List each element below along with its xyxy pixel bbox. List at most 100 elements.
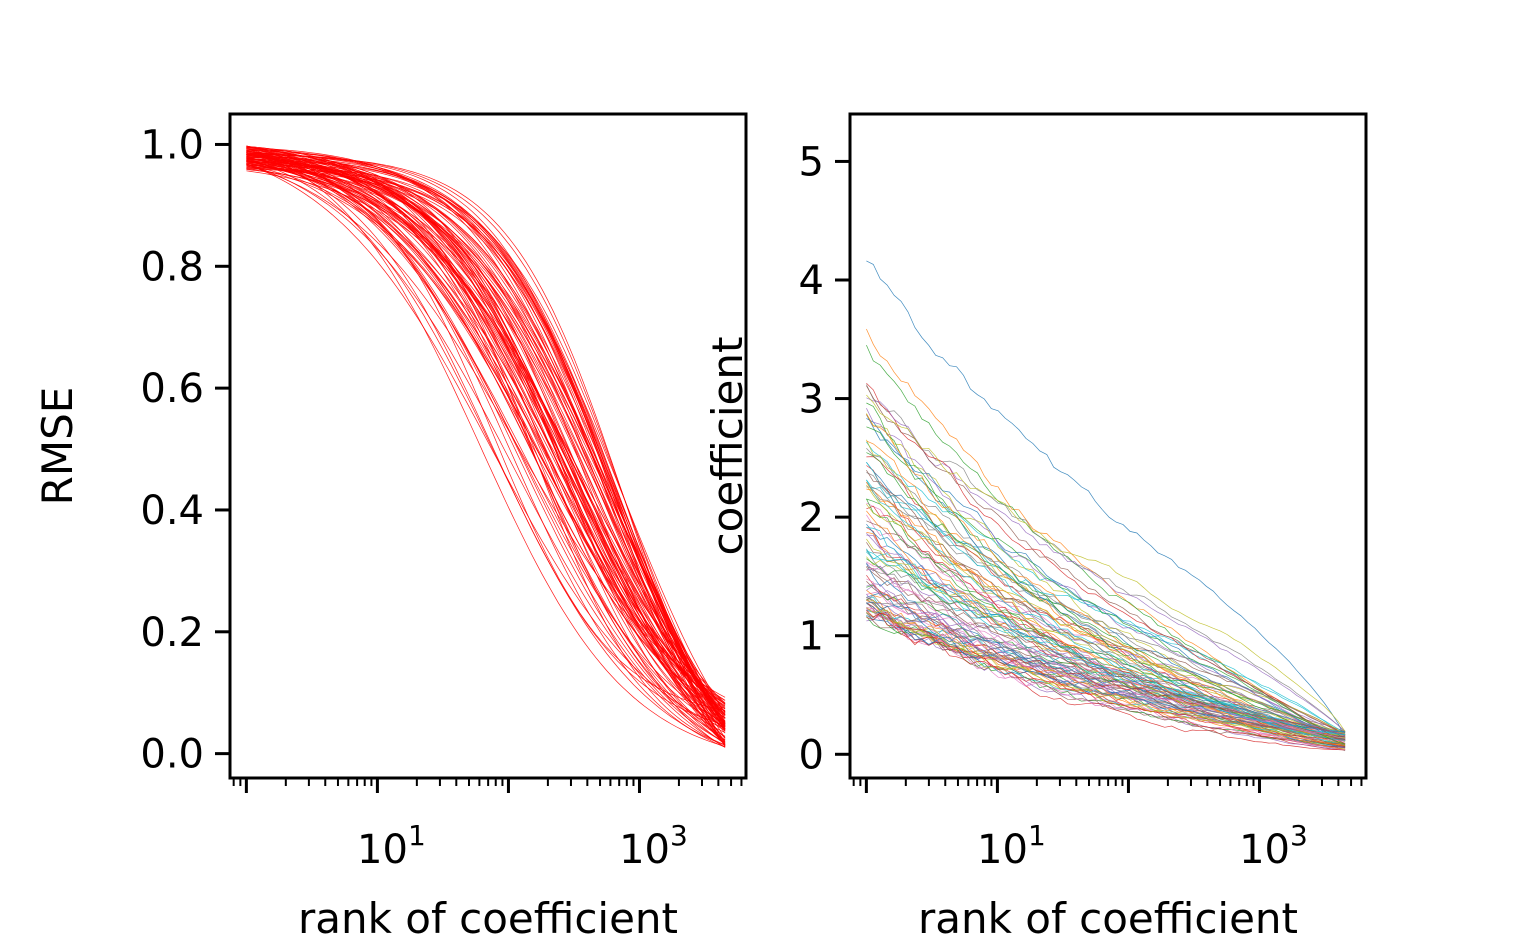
coefficient-x-axis: 101 103: [852, 778, 1363, 873]
coefficient-series-line: [866, 505, 1346, 747]
rmse-series-line: [246, 152, 726, 743]
coefficient-series-line: [866, 402, 1346, 739]
y-tick-label: 0.8: [140, 244, 204, 290]
rmse-series-line: [246, 154, 726, 747]
rmse-series-line: [246, 160, 726, 730]
coefficient-y-axis: 0 1 2 3 4 5: [799, 139, 850, 778]
rmse-y-axis: 0.0 0.2 0.4 0.6 0.8 1.0: [140, 122, 230, 778]
coefficient-series-line: [866, 408, 1346, 741]
coefficient-series-line: [866, 568, 1346, 739]
coefficient-series-group: [866, 260, 1346, 752]
coefficient-series-line: [866, 328, 1346, 745]
rmse-series-line: [246, 165, 726, 713]
coefficient-series-line: [866, 609, 1346, 742]
x-tick-label: 101: [977, 819, 1046, 873]
rmse-series-line: [246, 151, 726, 726]
y-tick-label: 0.6: [140, 366, 204, 412]
x-tick-label: 103: [1239, 819, 1308, 873]
coefficient-series-line: [866, 609, 1346, 740]
rmse-series-line: [246, 148, 726, 747]
coefficient-series-line: [866, 447, 1346, 747]
y-tick-label: 4: [799, 258, 824, 304]
rmse-x-axis: 101 103: [232, 778, 743, 873]
rmse-series-line: [246, 156, 726, 726]
y-tick-label: 0.4: [140, 488, 204, 534]
rmse-series-line: [246, 153, 726, 730]
coefficient-x-axis-label: rank of coefficient: [918, 894, 1298, 939]
coefficient-series-line: [866, 578, 1346, 751]
coefficient-series-line: [866, 608, 1346, 742]
coefficient-series-line: [866, 452, 1346, 745]
coefficient-series-line: [866, 414, 1346, 745]
rmse-series-line: [246, 164, 726, 722]
rmse-series-line: [246, 164, 726, 722]
rmse-series-line: [246, 158, 726, 746]
rmse-series-line: [246, 156, 726, 704]
y-tick-label: 3: [799, 377, 824, 423]
coefficient-series-line: [866, 584, 1346, 740]
coefficient-series-line: [866, 558, 1346, 739]
rmse-chart: 0.0 0.2 0.4 0.6 0.8 1.0 101 103 rank of coeffi…: [33, 112, 748, 939]
rmse-series-line: [246, 168, 726, 744]
coefficient-series-line: [866, 548, 1346, 748]
rmse-series-line: [246, 152, 726, 704]
coefficient-series-line: [866, 561, 1346, 749]
rmse-x-axis-label: rank of coefficient: [298, 894, 678, 939]
rmse-series-line: [246, 165, 726, 698]
coefficient-series-line: [866, 574, 1346, 748]
rmse-series-line: [246, 158, 726, 731]
rmse-series-line: [246, 159, 726, 726]
coefficient-series-line: [866, 384, 1346, 733]
y-tick-label: 5: [799, 139, 824, 185]
rmse-series-line: [246, 163, 726, 729]
x-tick-label: 101: [357, 819, 426, 873]
rmse-series-line: [246, 148, 726, 718]
coefficient-series-line: [866, 601, 1346, 736]
coefficient-series-line: [866, 479, 1346, 740]
x-tick-label: 103: [619, 819, 688, 873]
coefficient-y-axis-label: coefficient: [703, 337, 752, 556]
y-tick-label: 0: [799, 732, 824, 778]
coefficient-series-line: [866, 394, 1346, 732]
coefficient-series-line: [866, 556, 1346, 736]
rmse-series-line: [246, 163, 726, 705]
coefficient-series-line: [866, 602, 1346, 745]
y-tick-label: 1.0: [140, 122, 204, 168]
rmse-series-line: [246, 153, 726, 746]
rmse-series-line: [246, 151, 726, 745]
coefficient-series-line: [866, 585, 1346, 737]
coefficient-series-line: [866, 562, 1346, 741]
rmse-series-line: [246, 159, 726, 706]
coefficient-series-line: [866, 397, 1346, 732]
y-tick-label: 0.0: [140, 732, 204, 778]
rmse-series-line: [246, 161, 726, 745]
rmse-series-line: [246, 146, 726, 746]
rmse-series-line: [246, 154, 726, 746]
rmse-series-line: [246, 154, 726, 710]
rmse-series-line: [246, 151, 726, 741]
coefficient-series-line: [866, 481, 1346, 750]
y-tick-label: 1: [799, 614, 824, 660]
rmse-series-line: [246, 151, 726, 707]
rmse-series-line: [246, 160, 726, 746]
coefficient-series-line: [866, 260, 1346, 738]
coefficient-series-line: [866, 382, 1346, 734]
rmse-series-line: [246, 164, 726, 717]
rmse-series-line: [246, 162, 726, 716]
y-tick-label: 0.2: [140, 610, 204, 656]
coefficient-series-line: [866, 526, 1346, 741]
coefficient-series-line: [866, 523, 1346, 748]
rmse-series-line: [246, 163, 726, 748]
coefficient-series-line: [866, 461, 1346, 742]
coefficient-series-line: [866, 598, 1346, 741]
rmse-series-line: [246, 162, 726, 712]
rmse-y-axis-label: RMSE: [33, 387, 82, 506]
coefficient-series-line: [866, 533, 1346, 738]
rmse-series-line: [246, 155, 726, 725]
coefficient-chart: 0 1 2 3 4 5 101 103 rank of coefficient coeffi…: [703, 112, 1368, 939]
rmse-series-line: [246, 163, 726, 734]
coefficient-series-line: [866, 583, 1346, 741]
rmse-series-line: [246, 160, 726, 713]
coefficient-series-line: [866, 611, 1346, 732]
